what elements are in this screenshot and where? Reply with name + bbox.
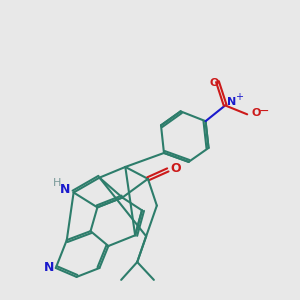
Text: O: O (251, 108, 261, 118)
Text: +: + (236, 92, 244, 102)
Text: H: H (53, 178, 61, 188)
Text: N: N (59, 183, 70, 196)
Text: O: O (210, 78, 219, 88)
Text: O: O (171, 162, 182, 175)
Text: −: − (259, 105, 270, 118)
Text: N: N (227, 98, 236, 107)
Text: N: N (44, 261, 54, 274)
